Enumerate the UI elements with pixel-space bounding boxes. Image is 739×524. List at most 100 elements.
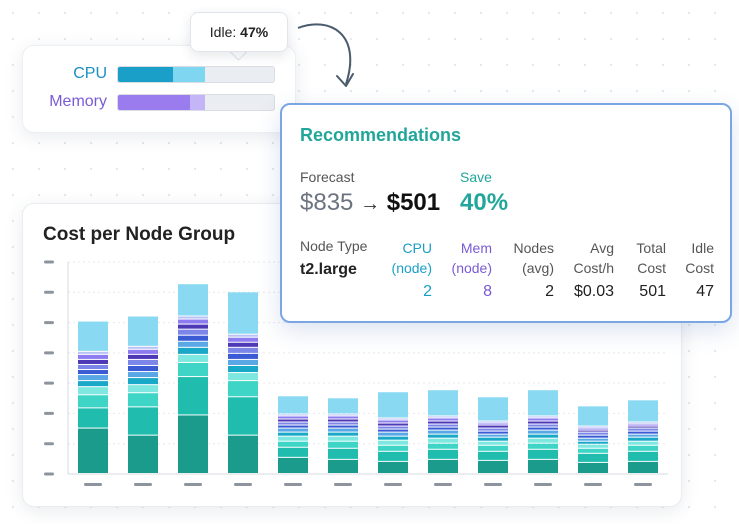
cpu-used-fill [118, 67, 173, 82]
memory-usage-bar [117, 94, 275, 111]
total-header-line2: Cost [637, 260, 666, 276]
forecast-to: $501 [386, 189, 441, 216]
bar-segment [328, 432, 358, 436]
bar-segment [328, 428, 358, 432]
bar-segment [328, 414, 358, 416]
total-cost-value: 501 [639, 283, 666, 300]
bar-segment [78, 351, 108, 354]
bar-segment [228, 337, 258, 342]
bar-segment [178, 354, 208, 362]
bar-segment [228, 353, 258, 359]
bar-segment [278, 432, 308, 436]
x-axis-tick [484, 483, 502, 486]
bar-segment [78, 375, 108, 381]
stacked-bar[interactable] [578, 406, 608, 473]
stacked-bar[interactable] [328, 398, 358, 473]
bar-segment [78, 428, 108, 473]
node-type-value: t2.large [300, 261, 357, 278]
bar-segment [278, 414, 308, 416]
bar-segment [528, 438, 558, 443]
stacked-bar[interactable] [178, 284, 208, 473]
bar-segment [428, 390, 458, 416]
bar-segment [478, 421, 508, 423]
stacked-bar[interactable] [478, 397, 508, 473]
chart-title: Cost per Node Group [43, 224, 236, 245]
bar-segment [78, 381, 108, 387]
bar-segment [228, 342, 258, 347]
bar-segment [478, 437, 508, 441]
bar-segment [628, 424, 658, 426]
x-axis-tick [284, 483, 302, 486]
idle-header-line1: Idle [691, 240, 714, 256]
x-axis-tick [134, 483, 152, 486]
idle-tooltip: Idle: 47% [190, 12, 288, 52]
bar-segment [228, 365, 258, 373]
bar-segment [128, 378, 158, 385]
avg-header-line1: Avg [590, 240, 614, 256]
bar-segment [128, 372, 158, 378]
y-axis-tick [44, 442, 54, 446]
bar-segment [628, 451, 658, 461]
bar-segment [128, 393, 158, 407]
bar-segment [228, 381, 258, 397]
bar-segment [128, 435, 158, 473]
stacked-bar[interactable] [228, 292, 258, 473]
stacked-bar[interactable] [628, 400, 658, 473]
bar-segment [78, 359, 108, 364]
mem-header: Mem (node) [452, 238, 492, 278]
bar-segment [378, 436, 408, 440]
bar-segment [478, 397, 508, 421]
stacked-bar[interactable] [528, 390, 558, 473]
bar-segment [128, 385, 158, 393]
bar-segment [628, 434, 658, 437]
bar-segment [478, 445, 508, 451]
bar-segment [578, 435, 608, 438]
bar-segment [428, 434, 458, 438]
nodes-value: 2 [545, 283, 554, 300]
bar-segment [128, 354, 158, 359]
mem-header-line2: (node) [451, 260, 492, 276]
bar-segment [578, 462, 608, 473]
bar-segment [278, 436, 308, 441]
y-axis-tick [44, 260, 54, 264]
bar-segment [278, 428, 308, 432]
nodes-header: Nodes (avg) [514, 238, 554, 278]
idle-cost-header: Idle Cost [685, 238, 714, 278]
stacked-bar[interactable] [378, 392, 408, 473]
stacked-bar[interactable] [78, 321, 108, 473]
y-axis-tick [44, 351, 54, 355]
bar-segment [528, 449, 558, 459]
bar-segment [178, 362, 208, 377]
bar-segment [628, 431, 658, 434]
stacked-bar[interactable] [428, 390, 458, 473]
x-axis-tick [434, 483, 452, 486]
bar-segment [78, 387, 108, 395]
bar-segment [228, 397, 258, 435]
bar-segment [428, 416, 458, 418]
forecast-from: $835 [300, 189, 354, 216]
mem-value: 8 [483, 283, 492, 300]
idle-header-line2: Cost [685, 260, 714, 276]
x-axis-tick [584, 483, 602, 486]
avg-cost-value: $0.03 [573, 283, 614, 300]
bar-segment [278, 425, 308, 428]
cpu-usage-bar [117, 66, 275, 83]
avg-cost-header: Avg Cost/h [574, 238, 614, 278]
bar-segment [228, 373, 258, 381]
bar-segment [528, 427, 558, 430]
resource-usage-card: CPU Memory [22, 45, 296, 133]
bar-segment [428, 438, 458, 443]
stacked-bar[interactable] [278, 396, 308, 473]
forecast-label: Forecast [300, 169, 355, 185]
bar-segment [228, 359, 258, 365]
bar-segment [528, 434, 558, 438]
bar-segment [78, 370, 108, 375]
bar-segment [178, 319, 208, 324]
bar-segment [528, 390, 558, 416]
bar-segment [578, 430, 608, 432]
recommendations-title: Recommendations [300, 125, 462, 145]
bar-segment [428, 430, 458, 434]
stacked-bar[interactable] [128, 316, 158, 473]
bar-segment [78, 354, 108, 359]
bar-segment [378, 461, 408, 473]
